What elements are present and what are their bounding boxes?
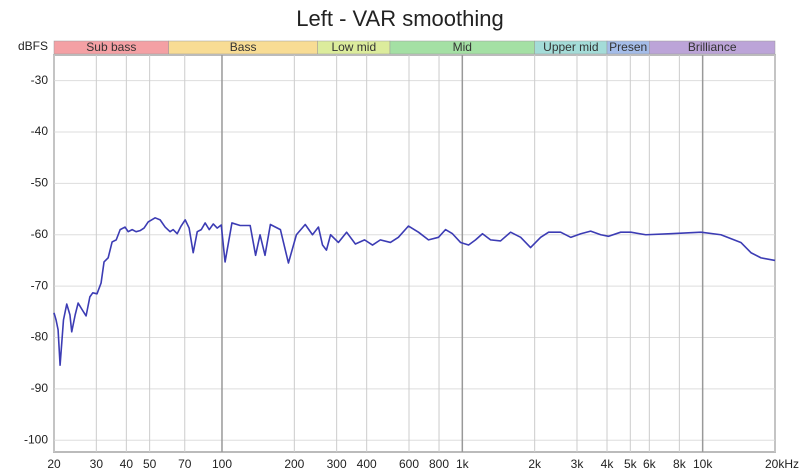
chart-title: Left - VAR smoothing <box>296 6 503 31</box>
y-tick-label: -80 <box>31 330 49 344</box>
plot-area <box>53 54 776 453</box>
x-tick-label: 8k <box>673 457 687 471</box>
x-tick-label: 2k <box>528 457 542 471</box>
x-tick-label: 800 <box>429 457 449 471</box>
x-tick-label: 50 <box>143 457 157 471</box>
x-tick-label: 100 <box>212 457 232 471</box>
x-tick-label: 4k <box>601 457 615 471</box>
x-tick-label: 70 <box>178 457 192 471</box>
y-tick-label: -50 <box>31 176 49 190</box>
x-tick-label: 40 <box>120 457 134 471</box>
x-tick-label: 20kHz <box>765 457 799 471</box>
x-tick-label: 10k <box>693 457 713 471</box>
x-tick-label: 300 <box>327 457 347 471</box>
x-tick-label: 6k <box>643 457 657 471</box>
x-tick-label: 400 <box>357 457 377 471</box>
x-tick-label: 30 <box>90 457 104 471</box>
band-label: Low mid <box>331 40 376 54</box>
x-tick-label: 20 <box>47 457 61 471</box>
x-tick-label: 5k <box>624 457 638 471</box>
band-label: Bass <box>230 40 257 54</box>
band-label: Presen <box>609 40 647 54</box>
y-tick-label: -40 <box>31 124 49 138</box>
x-tick-label: 200 <box>284 457 304 471</box>
y-tick-label: -100 <box>24 432 48 446</box>
band-label: Upper mid <box>543 40 598 54</box>
x-tick-label: 600 <box>399 457 419 471</box>
y-axis-label: dBFS <box>18 39 48 53</box>
y-tick-label: -90 <box>31 381 49 395</box>
band-label: Mid <box>453 40 472 54</box>
y-tick-label: -70 <box>31 278 49 292</box>
y-tick-label: -30 <box>31 73 49 87</box>
band-label: Sub bass <box>86 40 136 54</box>
x-tick-label: 3k <box>571 457 585 471</box>
band-label: Brilliance <box>688 40 737 54</box>
y-tick-label: -60 <box>31 227 49 241</box>
x-tick-label: 1k <box>456 457 470 471</box>
response-line <box>53 217 776 366</box>
